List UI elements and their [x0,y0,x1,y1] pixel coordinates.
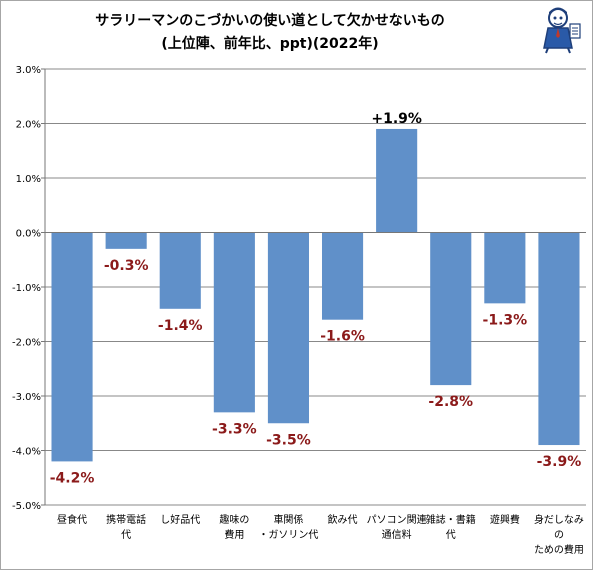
data-label: -4.2% [50,470,95,486]
x-tick-label: し好品代 [160,514,200,526]
bar [213,232,255,413]
bar [267,232,310,424]
bar [484,232,526,304]
bar [159,232,201,309]
axes [41,68,586,506]
y-tick-label: 3.0% [16,65,41,76]
data-label: -2.8% [428,394,473,410]
x-tick-label: 遊興費 [490,513,520,526]
y-tick-label: -3.0% [12,392,41,403]
data-label: -1.3% [483,312,528,328]
data-label: -3.5% [266,432,311,448]
x-tick-label: 昼食代 [57,513,87,526]
data-labels: -4.2% -0.3% -1.4% -3.3% -3.5% -1.6% +1.9% -2.8%… [50,111,582,486]
x-tick-label: ための費用 [534,543,584,556]
y-tick-label: -1.0% [12,283,41,294]
chart-title-block: サラリーマンのこづかいの使い道として欠かせないもの (上位陣、前年比、ppt)(… [0,10,540,56]
x-tick-label: 身だしなみ [534,513,584,526]
data-label: -3.9% [537,454,582,470]
bar [321,232,364,320]
y-tick-labels: 3.0% 2.0% 1.0% 0.0% -1.0% -2.0% -3.0% -4.0% -5.0… [12,65,41,512]
data-label: -0.3% [104,258,149,274]
x-tick-label: 雑誌・書籍 [426,513,476,526]
bar [376,128,418,233]
data-label: -1.6% [320,329,365,345]
y-tick-label: 2.0% [16,120,41,131]
x-tick-label: 趣味の [219,513,249,526]
x-tick-label: ・ガソリン代 [258,529,318,541]
x-tick-label: パソコン関連 [367,513,427,526]
x-tick-label: 飲み代 [328,513,358,526]
bar [105,232,147,249]
y-tick-label: 0.0% [16,229,41,240]
data-label: -3.3% [212,421,257,437]
x-tick-label: 代 [446,529,456,541]
x-tick-label: の [554,530,564,541]
x-tick-label: 車関係 [273,513,303,526]
x-tick-label: 携帯電話 [106,513,146,526]
data-label: -1.4% [158,318,203,334]
x-tick-label: 通信料 [382,528,412,541]
y-tick-label: 1.0% [16,174,41,185]
mascot-logo [543,7,581,54]
chart-subtitle: (上位陣、前年比、ppt)(2022年) [161,36,379,52]
bar [538,232,580,446]
y-tick-label: -5.0% [12,501,41,512]
x-tick-label: 代 [121,529,131,541]
x-tick-label: 費用 [224,528,244,541]
y-tick-label: -4.0% [12,447,41,458]
data-label: +1.9% [371,111,422,127]
chart-title: サラリーマンのこづかいの使い道として欠かせないもの [95,13,445,29]
y-tick-label: -2.0% [12,338,41,349]
bar-series [51,128,580,462]
bar [51,232,93,462]
bar [430,232,472,386]
